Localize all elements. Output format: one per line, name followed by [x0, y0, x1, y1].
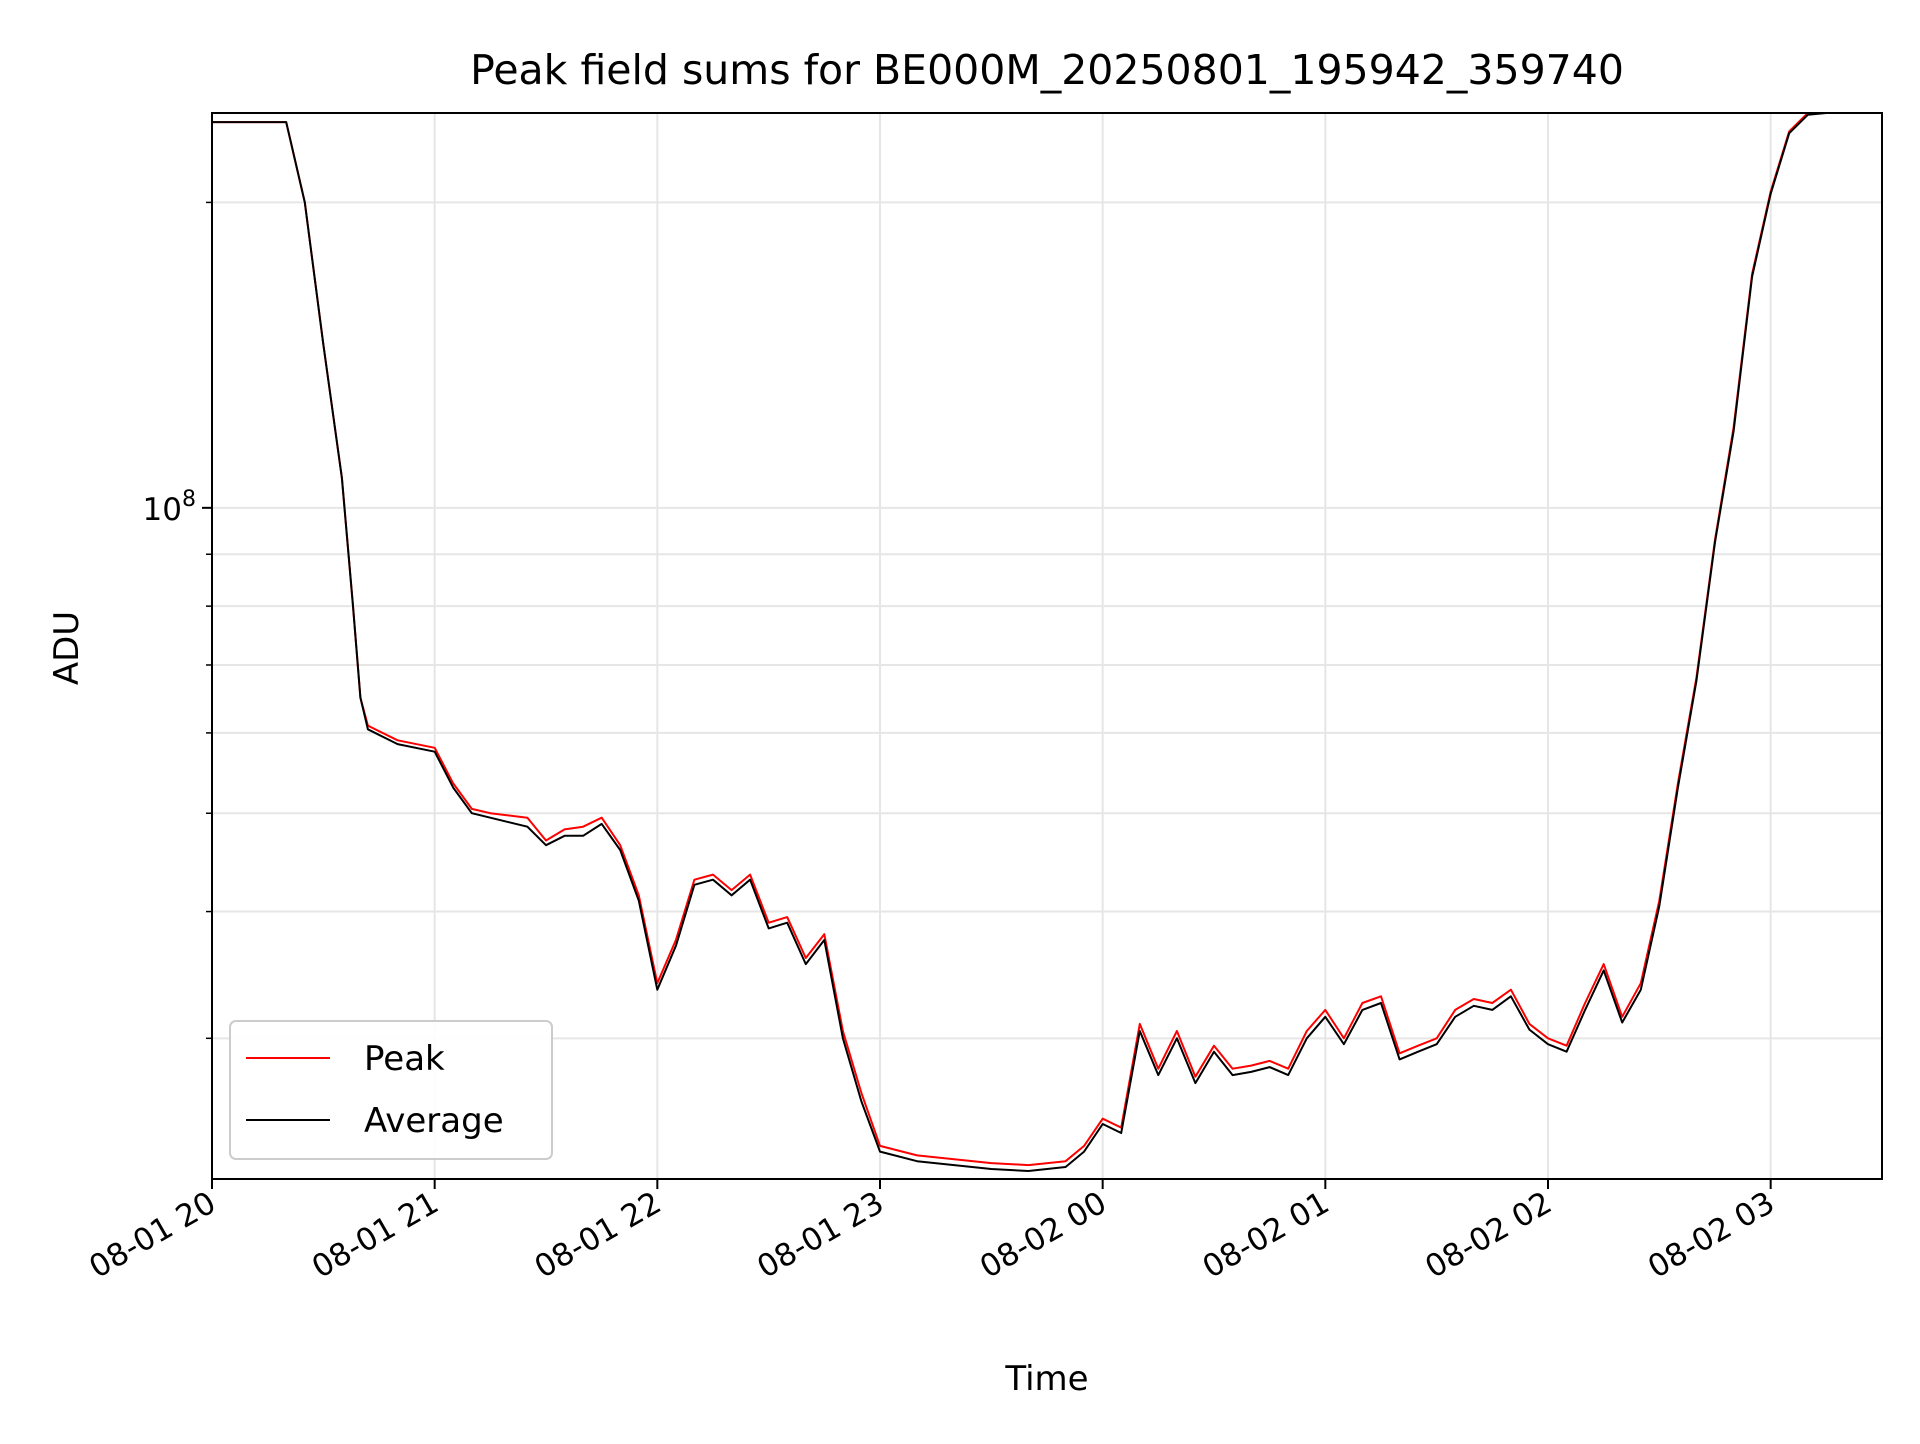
legend-label-peak: Peak: [364, 1039, 445, 1079]
series-layer: [212, 113, 1882, 1172]
y-tick-label: 108: [143, 487, 196, 528]
series-line-average: [212, 113, 1882, 1172]
legend: Peak Average: [229, 1020, 553, 1160]
legend-label-average: Average: [364, 1101, 504, 1141]
chart-title: Peak field sums for BE000M_20250801_1959…: [470, 46, 1624, 94]
legend-box: [229, 1020, 553, 1160]
x-axis-label: Time: [1004, 1359, 1088, 1399]
plot-frame: [211, 112, 1883, 1180]
y-axis-label: ADU: [47, 611, 87, 685]
